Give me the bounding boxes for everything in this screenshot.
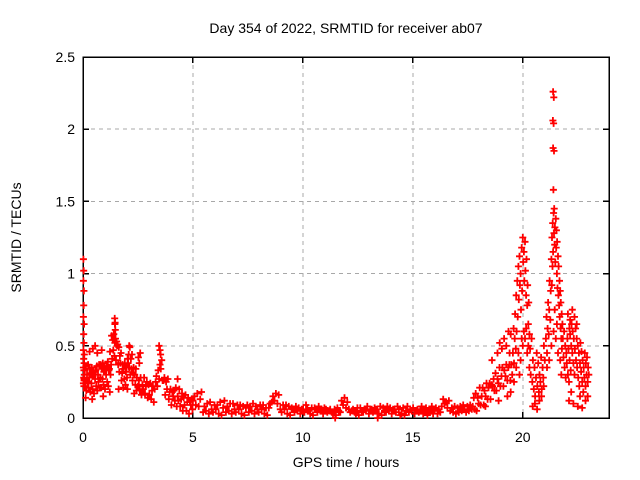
x-axis-label: GPS time / hours bbox=[293, 454, 400, 470]
scatter-plus-markers bbox=[79, 88, 593, 422]
plot-frame bbox=[82, 56, 610, 419]
x-tick-label: 5 bbox=[189, 429, 197, 445]
y-tick-label: 0.5 bbox=[56, 338, 76, 354]
frame-border bbox=[82, 56, 610, 419]
x-tick-label: 20 bbox=[515, 429, 531, 445]
x-tick-label: 15 bbox=[405, 429, 421, 445]
axis-labels: 0 5 10 15 20 0 0.5 1 1.5 2 2.5 bbox=[56, 49, 531, 445]
y-axis-label: SRMTID / TECUs bbox=[8, 182, 24, 292]
chart-title: Day 354 of 2022, SRMTID for receiver ab0… bbox=[209, 20, 482, 36]
y-tick-label: 2.5 bbox=[56, 49, 76, 65]
x-tick-label: 10 bbox=[295, 429, 311, 445]
y-tick-label: 2 bbox=[67, 121, 75, 137]
y-tick-label: 1 bbox=[67, 266, 75, 282]
data-points bbox=[79, 88, 593, 422]
y-tick-label: 0 bbox=[67, 410, 75, 426]
y-tick-label: 1.5 bbox=[56, 193, 76, 209]
x-tick-label: 0 bbox=[79, 429, 87, 445]
